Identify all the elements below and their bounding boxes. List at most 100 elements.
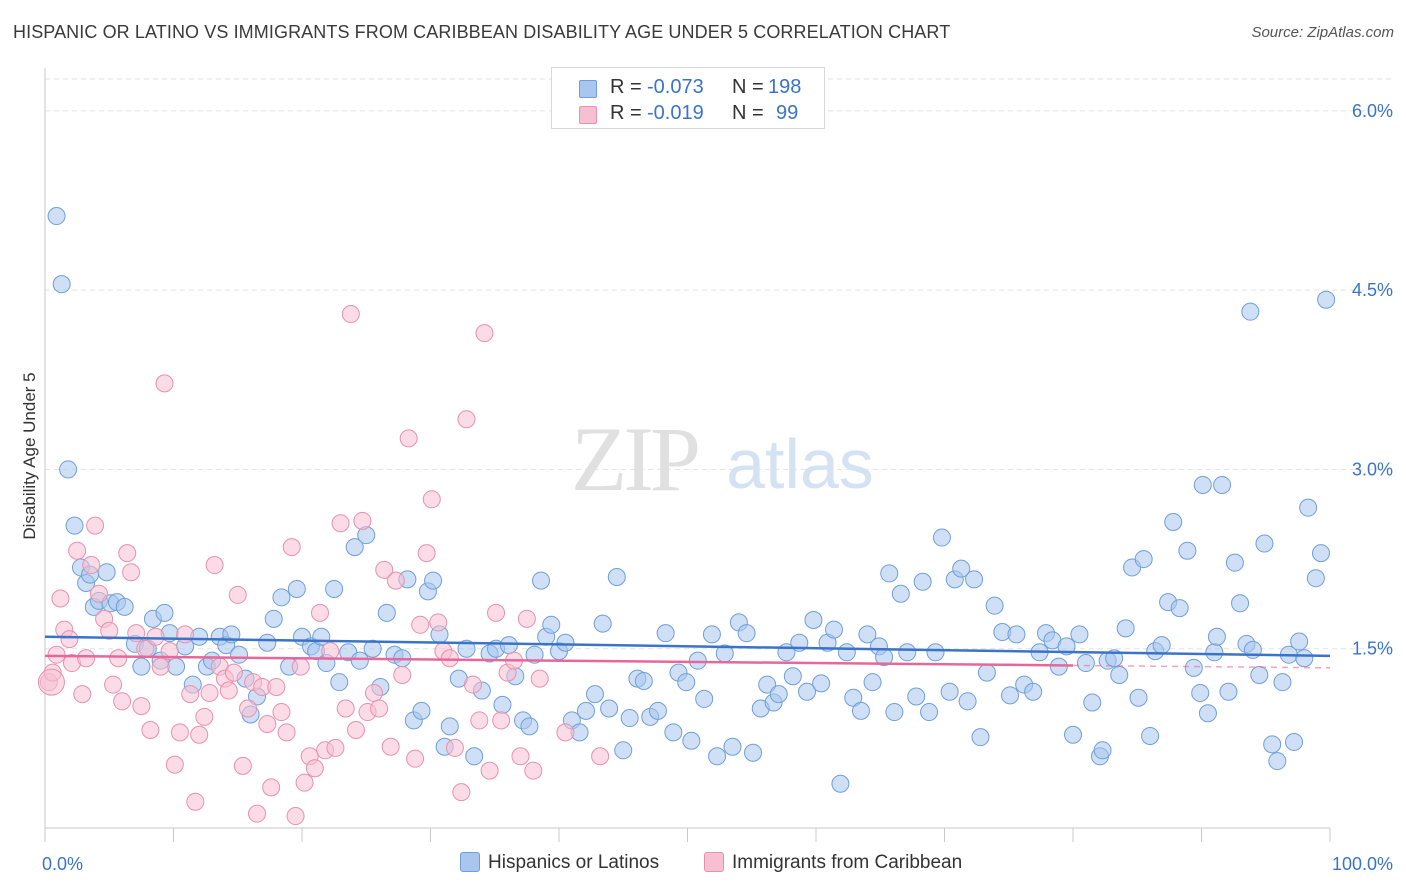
caribbean-point bbox=[132, 697, 151, 716]
y-tick-label: 4.5% bbox=[1352, 280, 1393, 300]
caribbean-point bbox=[295, 773, 314, 792]
bottom-legend-hispanics: Hispanics or Latinos bbox=[460, 852, 659, 876]
hispanics-point bbox=[1213, 475, 1232, 494]
watermark-zip: ZIP bbox=[571, 408, 698, 510]
hispanics-point bbox=[1083, 693, 1102, 712]
caribbean-point bbox=[291, 657, 310, 676]
caribbean-point bbox=[109, 649, 128, 668]
hispanics-point bbox=[1001, 686, 1020, 705]
caribbean-point bbox=[370, 699, 389, 718]
hispanics-point bbox=[812, 674, 831, 693]
hispanics-point bbox=[258, 633, 277, 652]
hispanics-point bbox=[1057, 637, 1076, 656]
caribbean-point bbox=[282, 538, 301, 557]
caribbean-point bbox=[170, 723, 189, 742]
legend-n-label: N = bbox=[732, 102, 764, 124]
hispanics-point bbox=[1285, 732, 1304, 751]
hispanics-point bbox=[920, 703, 939, 722]
source-label: Source: ZipAtlas.com bbox=[1251, 24, 1394, 41]
hispanics-point bbox=[607, 568, 626, 586]
hispanics-point bbox=[907, 687, 926, 706]
caribbean-point bbox=[530, 669, 549, 688]
hispanics-point bbox=[52, 275, 71, 294]
legend-swatch-hispanics bbox=[579, 80, 597, 98]
caribbean-point bbox=[195, 707, 214, 726]
legend-row-caribbean: R = -0.019 N = 99 bbox=[552, 102, 824, 128]
hispanics-point bbox=[1024, 682, 1043, 701]
caribbean-point bbox=[200, 683, 219, 702]
caribbean-point bbox=[89, 584, 108, 603]
hispanics-point bbox=[115, 597, 134, 616]
caribbean-point bbox=[228, 585, 247, 604]
caribbean-point bbox=[463, 675, 482, 694]
hispanics-point bbox=[758, 675, 777, 694]
caribbean-point bbox=[272, 703, 291, 722]
hispanics-point bbox=[664, 723, 683, 742]
caribbean-point bbox=[524, 761, 543, 780]
caribbean-point bbox=[331, 514, 350, 533]
hispanics-point bbox=[230, 645, 249, 664]
caribbean-point bbox=[160, 642, 179, 661]
trend-line-caribbean-extension bbox=[1072, 664, 1331, 669]
x-tick-label-left: 0.0% bbox=[42, 854, 83, 874]
grid-lines bbox=[45, 78, 1392, 650]
hispanics-point bbox=[1116, 619, 1135, 638]
hispanics-point bbox=[804, 611, 823, 630]
caribbean-point bbox=[262, 778, 281, 797]
caribbean-point bbox=[422, 490, 441, 509]
caribbean-point bbox=[151, 657, 170, 676]
caribbean-point bbox=[146, 627, 165, 646]
hispanics-point bbox=[958, 692, 977, 711]
hispanics-point bbox=[1152, 636, 1171, 655]
hispanics-point bbox=[932, 528, 951, 547]
hispanics-point bbox=[585, 685, 604, 704]
hispanics-point bbox=[844, 688, 863, 707]
hispanics-point bbox=[723, 737, 742, 756]
hispanics-point bbox=[600, 699, 619, 718]
hispanics-point bbox=[350, 651, 369, 670]
hispanics-point bbox=[377, 603, 396, 622]
caribbean-point bbox=[73, 685, 92, 704]
trend-line-hispanics bbox=[44, 635, 1331, 658]
caribbean-point bbox=[224, 663, 243, 682]
hispanics-point bbox=[1110, 666, 1129, 685]
caribbean-point bbox=[104, 675, 123, 694]
caribbean-point bbox=[286, 807, 305, 826]
caribbean-point bbox=[118, 544, 137, 563]
y-tick-label: 3.0% bbox=[1352, 459, 1393, 479]
hispanics-point bbox=[1317, 290, 1336, 309]
hispanics-point bbox=[325, 579, 344, 598]
caribbean-point bbox=[452, 783, 471, 802]
hispanics-point bbox=[634, 671, 653, 690]
caribbean-point bbox=[487, 603, 506, 622]
hispanics-point bbox=[59, 460, 78, 479]
hispanics-point bbox=[737, 624, 756, 643]
hispanics-point bbox=[287, 579, 306, 598]
hispanics-point bbox=[155, 603, 174, 622]
hispanics-point bbox=[525, 645, 544, 664]
caribbean-point bbox=[165, 755, 184, 774]
caribbean-point bbox=[68, 541, 87, 560]
hispanics-point bbox=[465, 747, 484, 766]
caribbean-point bbox=[310, 603, 329, 622]
hispanics-point bbox=[576, 701, 595, 720]
hispanics-point bbox=[1241, 302, 1260, 321]
hispanics-point bbox=[1064, 725, 1082, 744]
caribbean-point bbox=[82, 556, 101, 575]
caribbean-point bbox=[411, 615, 430, 634]
hispanics-point bbox=[272, 588, 291, 607]
bottom-legend-swatch-caribbean bbox=[704, 852, 724, 872]
caribbean-point bbox=[181, 685, 200, 704]
hispanics-point bbox=[1299, 498, 1318, 517]
hispanics-point bbox=[898, 643, 917, 662]
hispanics-point bbox=[985, 596, 1004, 615]
hispanics-point bbox=[769, 685, 788, 704]
legend-n-value: 198 bbox=[768, 76, 802, 98]
legend-swatch-caribbean bbox=[579, 106, 597, 124]
caribbean-point bbox=[321, 642, 340, 661]
hispanics-point bbox=[440, 717, 459, 736]
legend-row-hispanics: R = -0.073 N = 198 bbox=[552, 76, 824, 102]
caribbean-point bbox=[60, 630, 79, 649]
hispanics-point bbox=[1250, 666, 1269, 685]
